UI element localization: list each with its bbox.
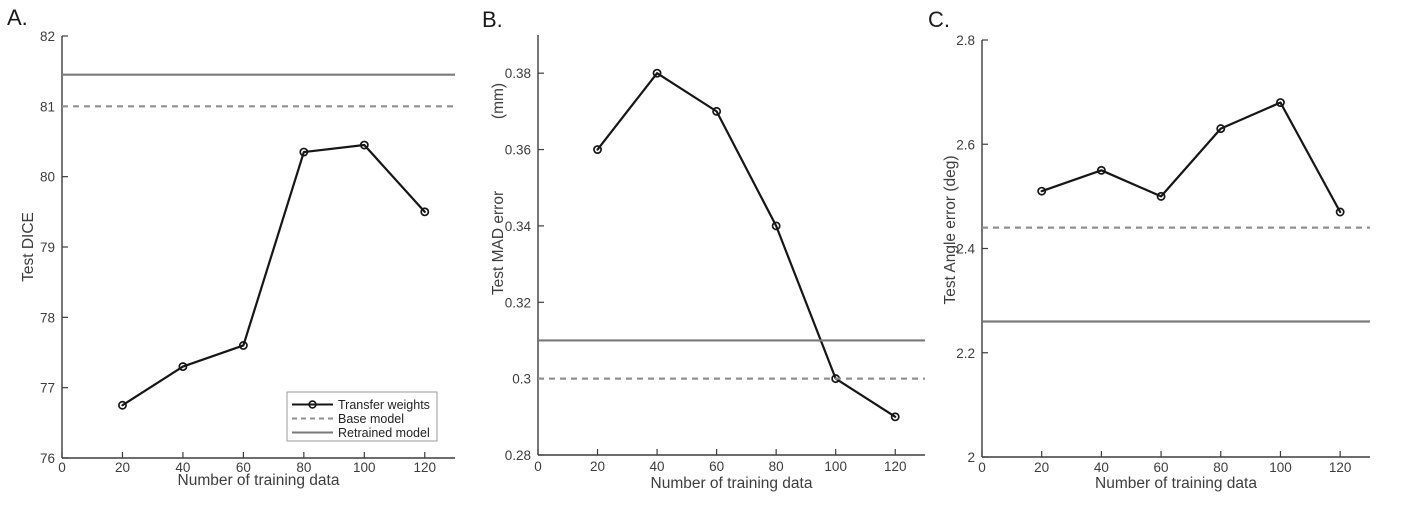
x-tick-label: 100 xyxy=(824,459,847,474)
legend-entry-label: Transfer weights xyxy=(338,398,430,412)
x-tick-label: 120 xyxy=(414,460,437,475)
x-tick-label: 60 xyxy=(236,460,251,475)
y-tick-label: 2 xyxy=(967,450,975,465)
x-tick-label: 80 xyxy=(1213,460,1228,475)
x-tick-label: 40 xyxy=(650,459,665,474)
data-point-marker xyxy=(118,400,127,410)
panel-c-label: C. xyxy=(928,7,950,32)
data-point-marker xyxy=(1335,207,1345,217)
data-point-marker xyxy=(1276,98,1285,108)
x-tick-label: 20 xyxy=(1034,460,1049,475)
x-tick-label: 60 xyxy=(1154,460,1169,475)
y-tick-label: 0.32 xyxy=(505,295,531,310)
legend-sample-marker xyxy=(308,400,317,409)
data-point-marker xyxy=(1156,191,1166,201)
panel-a: A. 76 77 78 79 80 81 82 0 20 40 60 80 100 120 Test DIC… xyxy=(0,0,470,506)
y-axis-label: Test MAD error xyxy=(490,191,507,295)
data-point-marker xyxy=(178,362,188,372)
data-point-marker xyxy=(420,207,430,217)
y-tick-label: 2.6 xyxy=(956,137,975,152)
x-tick-label: 100 xyxy=(353,460,376,475)
y-tick-label: 0.38 xyxy=(505,66,531,81)
y-tick-label: 2.2 xyxy=(956,346,975,361)
chart-test-dice: 76 77 78 79 80 81 82 0 20 40 60 80 100 120 Test DICE Nu… xyxy=(20,29,455,489)
x-tick-label: 0 xyxy=(58,460,66,475)
data-point-marker xyxy=(652,68,662,78)
x-tick-label: 120 xyxy=(884,459,907,474)
y-tick-label: 0.28 xyxy=(505,448,531,463)
x-axis-label: Number of training data xyxy=(651,475,813,492)
x-tick-label: 80 xyxy=(769,459,784,474)
panel-a-label: A. xyxy=(7,5,28,30)
y-tick-label: 78 xyxy=(40,310,55,325)
y-tick-label: 0.3 xyxy=(512,372,531,387)
panel-c: C. 2 2.2 2.4 2.6 2.8 0 20 40 60 80 100 120 Test Angl… xyxy=(928,0,1403,506)
data-point-marker xyxy=(890,412,900,422)
y-tick-label: 77 xyxy=(40,381,55,396)
chart-test-mad-error: 0.28 0.3 0.32 0.34 0.36 0.38 0 20 40 60 80 100 120 Te… xyxy=(490,35,925,492)
x-axis-label: Number of training data xyxy=(178,472,340,489)
legend-entry-label: Base model xyxy=(338,412,404,426)
x-tick-label: 80 xyxy=(296,460,311,475)
y-tick-label: 79 xyxy=(40,240,55,255)
y-axis-label: Test Angle error (deg) xyxy=(942,155,959,304)
y-tick-label: 82 xyxy=(40,29,55,44)
x-tick-label: 0 xyxy=(534,459,542,474)
data-point-marker xyxy=(1096,165,1106,175)
panel-b-label: B. xyxy=(482,7,503,32)
legend-entry-label: Retrained model xyxy=(338,426,430,440)
data-point-marker xyxy=(593,145,602,154)
chart-test-angle-error: 2 2.2 2.4 2.6 2.8 0 20 40 60 80 100 120 Test Angle e… xyxy=(942,33,1370,492)
x-tick-label: 40 xyxy=(1094,460,1109,475)
x-tick-label: 40 xyxy=(175,460,190,475)
x-tick-label: 60 xyxy=(709,459,724,474)
y-tick-label: 76 xyxy=(40,451,55,466)
x-tick-label: 20 xyxy=(590,459,605,474)
y-tick-label: 0.34 xyxy=(505,219,532,234)
series-line-transfer-weights xyxy=(596,72,897,418)
y-tick-label: 81 xyxy=(40,99,55,114)
data-point-marker xyxy=(238,341,248,350)
series-line-transfer-weights xyxy=(1040,101,1342,214)
y-tick-label: 80 xyxy=(40,170,55,185)
data-point-marker xyxy=(771,221,781,231)
x-tick-label: 100 xyxy=(1269,460,1292,475)
panel-b: B. 0.28 0.3 0.32 0.34 0.36 0.38 0 20 40 60 80 100 12… xyxy=(470,0,930,506)
y-axis-unit-label: (mm) xyxy=(490,83,507,119)
data-point-marker xyxy=(359,140,369,150)
y-tick-label: 0.36 xyxy=(505,143,531,158)
series-line-transfer-weights xyxy=(121,143,426,407)
data-point-marker xyxy=(299,147,309,157)
data-point-marker xyxy=(1216,124,1226,134)
y-tick-label: 2.4 xyxy=(956,242,975,257)
x-tick-label: 20 xyxy=(115,460,130,475)
x-tick-label: 0 xyxy=(978,460,986,475)
x-tick-label: 120 xyxy=(1329,460,1352,475)
x-axis-label: Number of training data xyxy=(1095,475,1257,492)
data-point-marker xyxy=(712,106,722,116)
y-axis-label: Test DICE xyxy=(20,212,37,282)
y-tick-label: 2.8 xyxy=(956,33,975,48)
data-point-marker xyxy=(1037,186,1047,196)
